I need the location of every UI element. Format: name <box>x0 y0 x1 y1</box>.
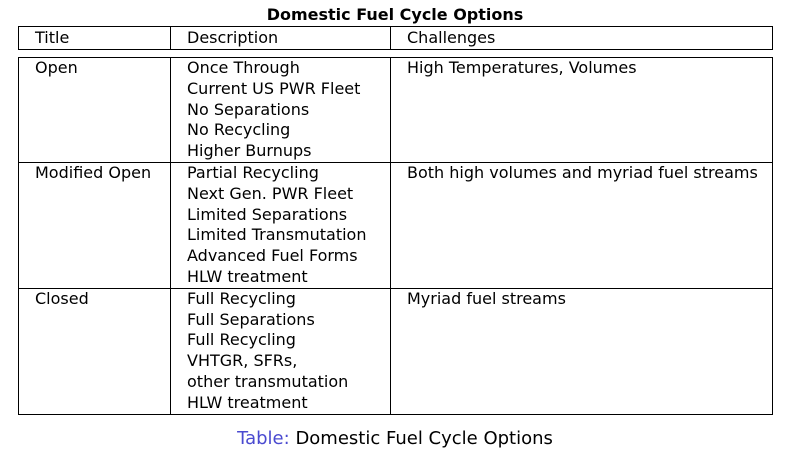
description-line: Full Recycling <box>187 288 296 308</box>
table-row-modified-open: Modified Open Partial Recycling Next Gen… <box>18 161 773 289</box>
row-challenges-cell: High Temperatures, Volumes <box>390 57 773 163</box>
column-header-title: Title <box>18 26 171 50</box>
description-line: HLW treatment <box>187 392 308 412</box>
description-line: Once Through <box>187 58 300 77</box>
caption-label: Table: <box>237 428 290 449</box>
table-header-row: Title Description Challenges <box>18 26 773 50</box>
description-line: VHTGR, SFRs, <box>187 351 298 371</box>
description-line: Next Gen. PWR Fleet <box>187 183 354 203</box>
fuel-cycle-table: Title Description Challenges Open Once T… <box>18 26 773 415</box>
description-line: HLW treatment <box>187 266 308 286</box>
column-header-challenges: Challenges <box>390 26 773 50</box>
description-line: Higher Burnups <box>187 141 312 161</box>
table-title: Domestic Fuel Cycle Options <box>266 5 524 24</box>
row-title-cell: Closed <box>18 287 171 415</box>
description-line: Advanced Fuel Forms <box>187 246 358 266</box>
caption-text: Domestic Fuel Cycle Options <box>295 428 553 449</box>
row-description-cell: Partial Recycling Next Gen. PWR Fleet Li… <box>170 161 391 289</box>
row-challenges-cell: Myriad fuel streams <box>390 287 773 415</box>
description-line: No Recycling <box>187 120 291 140</box>
description-line: Full Separations <box>187 309 315 329</box>
column-header-description: Description <box>170 26 391 50</box>
table-row-closed: Closed Full Recycling Full Separations F… <box>18 287 773 415</box>
row-title-cell: Open <box>18 57 171 163</box>
description-line: Limited Transmutation <box>187 225 367 245</box>
row-title-cell: Modified Open <box>18 161 171 289</box>
row-description-cell: Once Through Current US PWR Fleet No Sep… <box>170 57 391 163</box>
table-row-open: Open Once Through Current US PWR Fleet N… <box>18 57 773 163</box>
description-line: No Separations <box>187 99 310 119</box>
row-description-cell: Full Recycling Full Separations Full Rec… <box>170 287 391 415</box>
description-line: Partial Recycling <box>187 162 319 182</box>
header-gap <box>18 49 773 58</box>
description-line: Full Recycling <box>187 330 296 350</box>
description-line: Current US PWR Fleet <box>187 78 361 98</box>
description-line: Limited Separations <box>187 204 348 224</box>
table-caption: Table: Domestic Fuel Cycle Options <box>0 427 790 451</box>
description-line: other transmutation <box>187 371 349 391</box>
row-challenges-cell: Both high volumes and myriad fuel stream… <box>390 161 773 289</box>
